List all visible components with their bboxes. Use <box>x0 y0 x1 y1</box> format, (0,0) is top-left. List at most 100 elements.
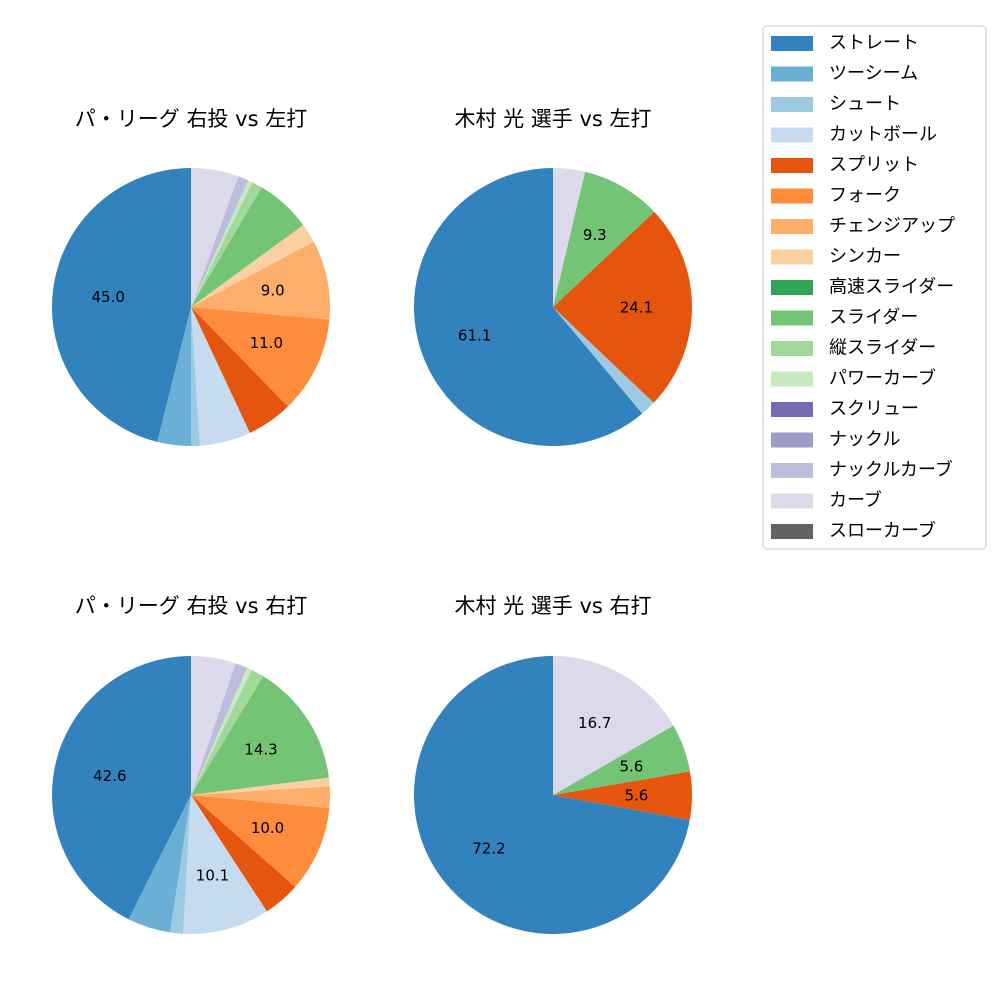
legend-entry: 高速スライダー <box>771 277 954 298</box>
pie-title: 木村 光 選手 vs 左打 <box>454 107 651 131</box>
legend-label: スクリュー <box>829 399 919 420</box>
legend-swatch <box>771 341 813 356</box>
pie-slice-label: 5.6 <box>624 786 648 804</box>
pie-slice-label: 14.3 <box>244 741 277 759</box>
slice-labels: 72.2 5.6 5.6 16.7 <box>472 714 648 858</box>
slice-labels: 45.0 11.0 9.0 <box>92 281 285 351</box>
pie-slice-label: 61.1 <box>458 327 491 345</box>
pie-slice-item-1 <box>553 307 654 414</box>
pie-slice-item-4 <box>191 795 296 912</box>
legend-label: シンカー <box>829 246 901 267</box>
pie-slice-item-3 <box>553 656 674 795</box>
slices <box>413 656 692 935</box>
pie-slice-label: 10.1 <box>196 867 229 885</box>
pie-slice-item-3 <box>191 307 250 446</box>
legend-swatch <box>771 280 813 295</box>
slice-labels: 42.6 10.1 10.0 14.3 <box>93 741 284 885</box>
legend-swatch <box>771 188 813 204</box>
legend-label: カーブ <box>829 489 882 511</box>
legend-swatch <box>771 97 813 112</box>
legend-frame <box>762 25 987 550</box>
legend-swatch <box>771 249 813 265</box>
legend-entry: スライダー <box>771 307 918 328</box>
slices <box>52 168 331 446</box>
pie-chart-2: 木村 光 選手 vs 左打 61.1 24.1 9.3 <box>413 107 693 446</box>
legend-swatch <box>771 432 813 448</box>
legend-entry: 縦スライダー <box>771 338 936 359</box>
legend-items: ストレートツーシームシュートカットボールスプリットフォークチェンジアップシンカー… <box>771 33 955 542</box>
legend-entry: カットボール <box>771 124 937 145</box>
legend-label: ナックルカーブ <box>829 459 953 481</box>
legend-entry: シンカー <box>771 246 901 267</box>
legend-swatch <box>771 371 813 387</box>
pie-slice-item-5 <box>191 795 330 887</box>
pie-slice-label: 11.0 <box>250 334 283 352</box>
pie-slice-item-7 <box>191 777 330 795</box>
pie-slice-item-0 <box>52 168 192 442</box>
slices <box>52 656 331 935</box>
pie-title: パ・リーグ 右投 vs 左打 <box>75 107 307 131</box>
legend-label: スプリット <box>829 155 919 176</box>
legend-swatch <box>771 524 813 539</box>
legend-label: スローカーブ <box>829 520 936 542</box>
pie-slice-label: 45.0 <box>92 288 125 306</box>
legend-entry: ナックル <box>771 429 900 450</box>
pie-slice-item-5 <box>191 307 330 407</box>
pie-slice-label: 10.0 <box>251 819 284 837</box>
pie-slice-item-1 <box>157 307 191 446</box>
legend-entry: シュート <box>771 94 901 115</box>
legend-entry: パワーカーブ <box>771 367 936 389</box>
legend-entry: スクリュー <box>771 399 919 420</box>
legend-label: ナックル <box>829 429 900 450</box>
legend-entry: チェンジアップ <box>771 216 955 237</box>
legend-swatch <box>771 36 813 51</box>
pie-title: パ・リーグ 右投 vs 右打 <box>75 594 307 618</box>
pie-title: 木村 光 選手 vs 右打 <box>454 594 651 618</box>
legend-entry: ストレート <box>771 33 919 54</box>
legend-entry: カーブ <box>771 489 882 511</box>
pie-slice-item-7 <box>191 225 314 307</box>
pie-slice-item-0 <box>413 168 643 446</box>
legend-swatch <box>771 463 813 478</box>
pie-slice-item-2 <box>170 795 191 934</box>
legend-swatch <box>771 158 813 173</box>
legend-swatch <box>771 402 813 417</box>
pie-chart-1: パ・リーグ 右投 vs 左打 45.0 11.0 9.0 <box>52 107 331 446</box>
legend-swatch <box>771 127 813 143</box>
pie-slice-item-12 <box>191 656 236 795</box>
legend-label: スライダー <box>829 307 918 328</box>
legend-entry: フォーク <box>771 185 901 206</box>
legend-label: 縦スライダー <box>829 338 936 359</box>
pie-slice-item-9 <box>191 669 264 795</box>
pie-slice-item-6 <box>191 241 331 320</box>
legend-entry: ツーシーム <box>771 63 918 84</box>
legend-label: フォーク <box>829 185 901 206</box>
legend-swatch <box>771 219 813 234</box>
legend-label: 高速スライダー <box>829 277 954 298</box>
pie-slice-label: 5.6 <box>620 758 644 776</box>
pie-slice-item-1 <box>128 795 191 933</box>
pie-slice-label: 24.1 <box>620 298 653 316</box>
pie-slice-item-10 <box>191 180 253 307</box>
legend-entry: スローカーブ <box>771 520 936 542</box>
pie-slice-item-10 <box>191 667 252 795</box>
pie-slice-item-3 <box>183 795 267 935</box>
legend-label: シュート <box>829 94 901 115</box>
pie-slice-label: 9.0 <box>261 281 285 299</box>
pie-slice-item-12 <box>191 168 239 307</box>
legend-swatch <box>771 310 813 326</box>
legend-label: チェンジアップ <box>829 216 955 237</box>
pie-charts: パ・リーグ 右投 vs 左打 45.0 11.0 9.0 木村 光 選手 vs 左打 61… <box>52 107 693 935</box>
pie-slice-item-2 <box>553 211 693 403</box>
pie-slice-item-0 <box>413 656 690 935</box>
pie-slice-item-4 <box>191 307 289 433</box>
pie-slice-item-1 <box>553 771 692 820</box>
pie-slice-label: 9.3 <box>583 226 607 244</box>
pie-slice-item-8 <box>191 676 329 795</box>
pie-slice-item-11 <box>191 176 249 307</box>
legend-label: カットボール <box>829 124 937 145</box>
legend-swatch <box>771 66 813 82</box>
legend-label: ストレート <box>829 33 919 54</box>
legend-swatch <box>771 493 813 509</box>
pie-slice-label: 72.2 <box>472 839 505 857</box>
